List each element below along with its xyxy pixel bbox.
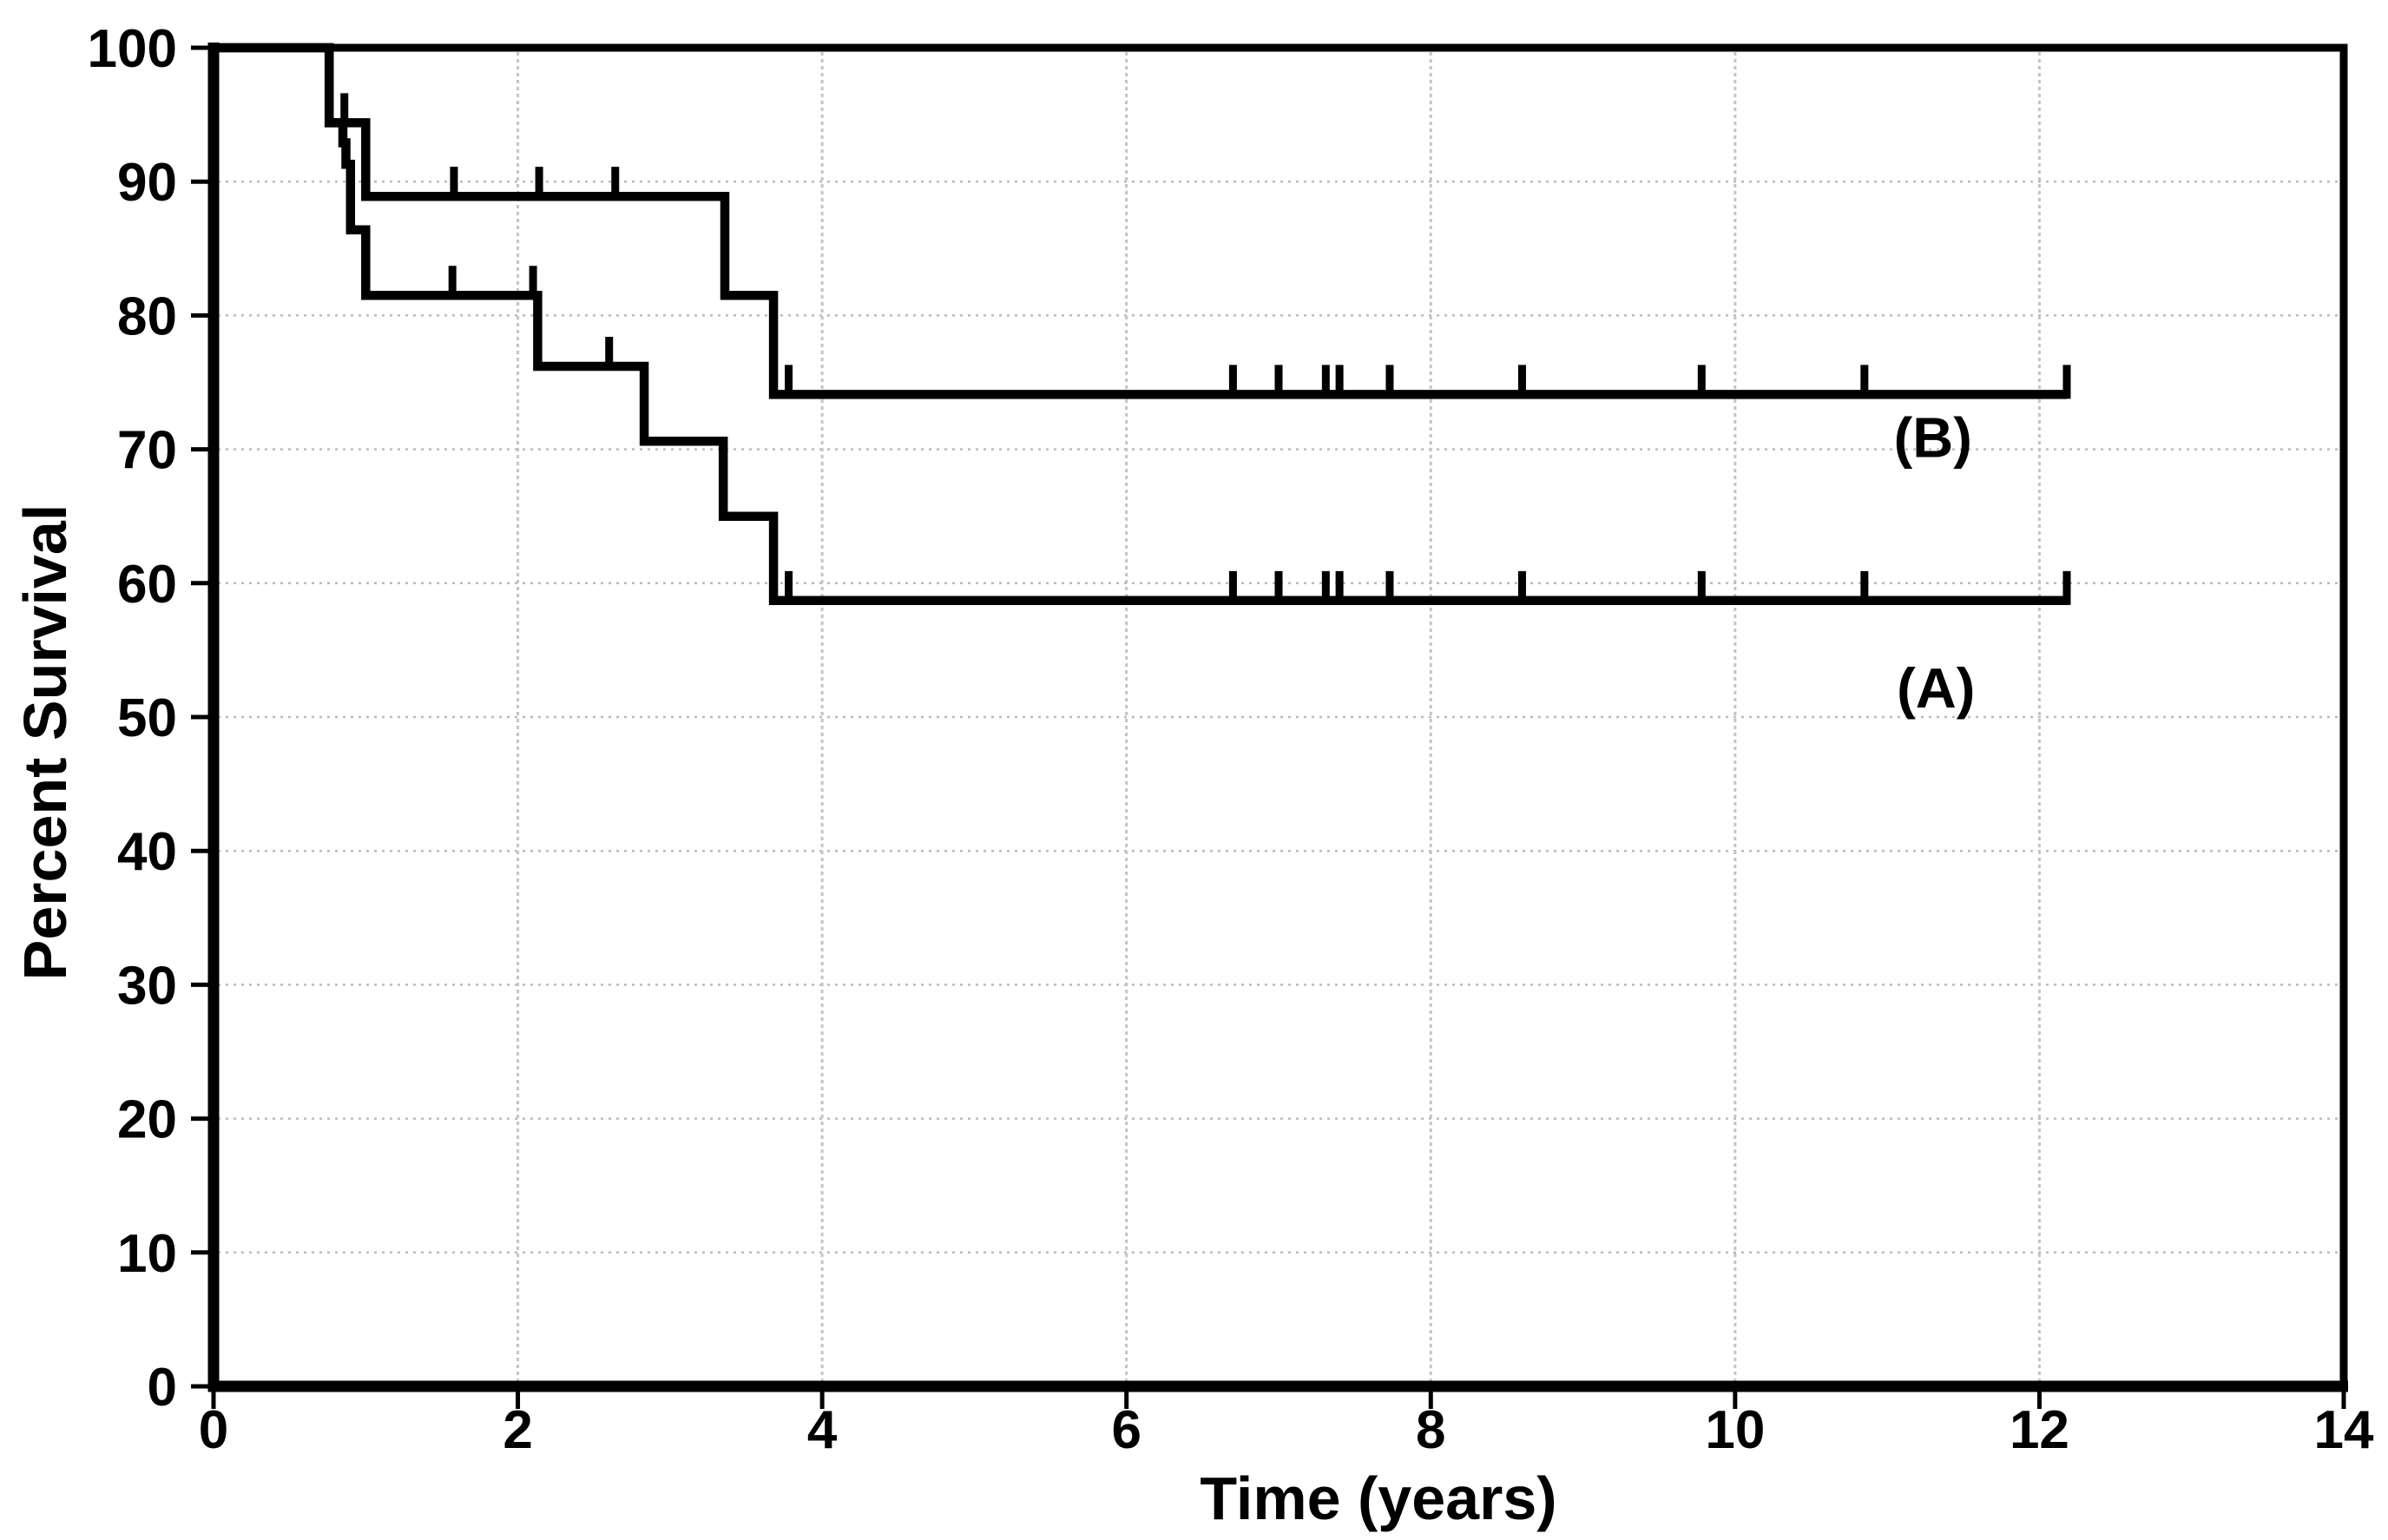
x-tick-label: 0	[199, 1400, 228, 1460]
y-tick-label: 60	[117, 555, 177, 615]
x-tick-label: 4	[807, 1400, 838, 1460]
y-tick-label: 50	[117, 688, 177, 748]
y-tick-label: 10	[117, 1224, 177, 1284]
y-tick-label: 80	[117, 286, 177, 346]
y-tick-label: 90	[117, 153, 177, 213]
y-tick-label: 30	[117, 956, 177, 1016]
series-label-A: (A)	[1897, 656, 1975, 720]
y-tick-label: 20	[117, 1090, 177, 1150]
x-tick-label: 10	[1705, 1400, 1765, 1460]
y-tick-label: 100	[88, 19, 177, 79]
y-tick-label: 70	[117, 421, 177, 481]
x-tick-label: 2	[503, 1400, 532, 1460]
y-axis-title: Percent Survival	[11, 503, 79, 981]
x-tick-label: 6	[1111, 1400, 1141, 1460]
y-tick-label: 40	[117, 822, 177, 882]
series-label-B: (B)	[1894, 406, 1972, 470]
x-tick-label: 12	[2010, 1400, 2069, 1460]
y-tick-label: 0	[148, 1358, 177, 1418]
survival-curve-A	[214, 43, 2067, 606]
x-tick-label: 8	[1416, 1400, 1445, 1460]
x-axis-title: Time (years)	[1200, 1464, 1557, 1532]
x-tick-label: 14	[2314, 1400, 2374, 1460]
